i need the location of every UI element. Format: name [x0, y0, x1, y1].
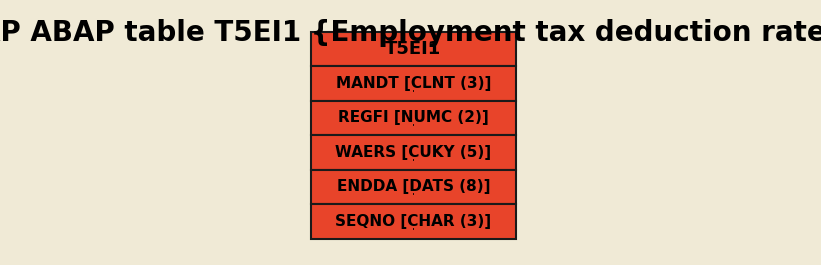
Text: SEQNO: SEQNO: [0, 264, 1, 265]
FancyBboxPatch shape: [310, 170, 516, 204]
Text: SAP ABAP table T5EI1 {Employment tax deduction rates}: SAP ABAP table T5EI1 {Employment tax ded…: [0, 19, 821, 47]
Text: ENDDA [DATS (8)]: ENDDA [DATS (8)]: [0, 264, 1, 265]
Text: T5EI1: T5EI1: [385, 40, 442, 58]
Text: WAERS [CUKY (5)]: WAERS [CUKY (5)]: [335, 145, 491, 160]
FancyBboxPatch shape: [310, 32, 516, 66]
Text: REGFI: REGFI: [0, 264, 1, 265]
Text: WAERS [CUKY (5)]: WAERS [CUKY (5)]: [0, 264, 1, 265]
FancyBboxPatch shape: [310, 204, 516, 238]
Text: SEQNO [CHAR (3)]: SEQNO [CHAR (3)]: [335, 214, 491, 229]
FancyBboxPatch shape: [310, 66, 516, 101]
Text: ENDDA [DATS (8)]: ENDDA [DATS (8)]: [337, 179, 490, 194]
Text: ENDDA: ENDDA: [0, 264, 1, 265]
FancyBboxPatch shape: [310, 101, 516, 135]
Text: MANDT [CLNT (3)]: MANDT [CLNT (3)]: [0, 264, 1, 265]
Text: REGFI [NUMC (2)]: REGFI [NUMC (2)]: [0, 264, 1, 265]
FancyBboxPatch shape: [310, 135, 516, 170]
Text: WAERS: WAERS: [0, 264, 1, 265]
Text: MANDT [CLNT (3)]: MANDT [CLNT (3)]: [336, 76, 491, 91]
Text: MANDT: MANDT: [0, 264, 1, 265]
Text: SEQNO [CHAR (3)]: SEQNO [CHAR (3)]: [0, 264, 1, 265]
Text: REGFI [NUMC (2)]: REGFI [NUMC (2)]: [338, 111, 488, 125]
